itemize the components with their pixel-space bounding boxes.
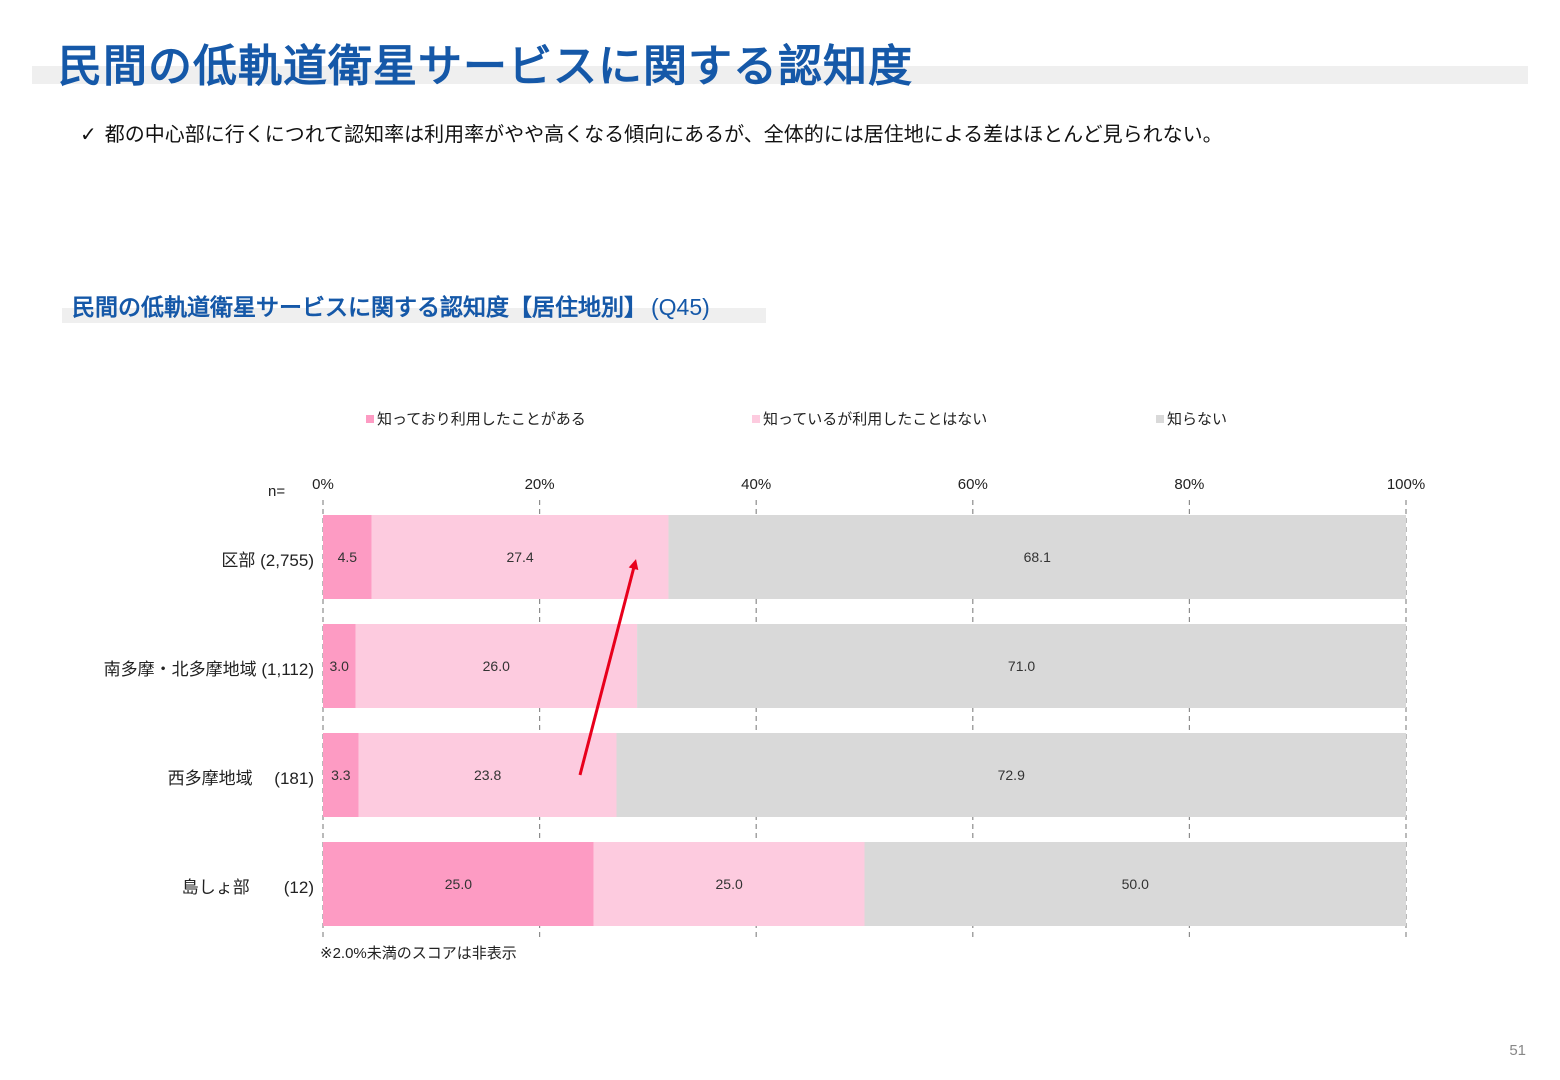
category-label-islands: 島しょ部 (12) bbox=[181, 878, 314, 897]
bar-segment bbox=[323, 515, 372, 599]
chart-title-question-code: (Q45) bbox=[651, 294, 710, 320]
data-label: 25.0 bbox=[716, 876, 743, 892]
bar-segment bbox=[616, 733, 1406, 817]
bar-segment bbox=[358, 733, 617, 817]
data-label: 3.0 bbox=[330, 658, 350, 674]
x-tick-label: 80% bbox=[1174, 476, 1204, 493]
bar-segment bbox=[371, 515, 669, 599]
check-icon: ✓ bbox=[80, 124, 97, 146]
summary-text: 都の中心部に行くにつれて認知率は利用率がやや高くなる傾向にあるが、全体的には居住… bbox=[104, 124, 1223, 146]
footnote: ※2.0%未満のスコアは非表示 bbox=[320, 945, 517, 962]
bar-segment bbox=[355, 624, 638, 708]
chart-title-underline-band bbox=[62, 308, 766, 323]
chart-title: 民間の低軌道衛星サービスに関する認知度【居住地別】 (Q45) bbox=[72, 288, 710, 322]
bar-segment bbox=[593, 842, 865, 926]
legend-item-known-not-used: 知っているが利用したことはない bbox=[752, 408, 987, 429]
bar-segment bbox=[668, 515, 1406, 599]
category-label-nishitama: 西多摩地域 (181) bbox=[167, 769, 314, 788]
data-label: 50.0 bbox=[1122, 876, 1149, 892]
bar-segment bbox=[323, 842, 594, 926]
x-tick-label: 0% bbox=[312, 476, 334, 493]
n-label: n= bbox=[268, 483, 286, 500]
data-label: 71.0 bbox=[1008, 658, 1035, 674]
data-label: 3.3 bbox=[331, 767, 351, 783]
page-number: 51 bbox=[1509, 1042, 1526, 1059]
data-label: 23.8 bbox=[474, 767, 501, 783]
bar-segment bbox=[864, 842, 1406, 926]
legend-swatch-used bbox=[366, 415, 374, 423]
legend-swatch-unknown bbox=[1156, 415, 1164, 423]
x-tick-label: 100% bbox=[1387, 476, 1425, 493]
data-label: 72.9 bbox=[998, 767, 1025, 783]
legend-label-used: 知っており利用したことがある bbox=[377, 411, 586, 428]
x-tick-label: 60% bbox=[958, 476, 988, 493]
legend-swatch-known-not-used bbox=[752, 415, 760, 423]
x-tick-label: 20% bbox=[525, 476, 555, 493]
trend-arrow-icon bbox=[578, 559, 639, 776]
x-tick-label: 40% bbox=[741, 476, 771, 493]
legend-label-known-not-used: 知っているが利用したことはない bbox=[763, 411, 988, 428]
chart-title-main: 民間の低軌道衛星サービスに関する認知度【居住地別】 bbox=[72, 294, 647, 320]
category-label-tama: 南多摩・北多摩地域 (1,112) bbox=[103, 660, 314, 679]
bar-segment bbox=[637, 624, 1406, 708]
data-label: 68.1 bbox=[1024, 549, 1051, 565]
legend-item-unknown: 知らない bbox=[1156, 408, 1227, 429]
bar-segment bbox=[323, 624, 356, 708]
data-label: 4.5 bbox=[338, 549, 358, 565]
data-label: 26.0 bbox=[483, 658, 510, 674]
category-label-ku: 区部 (2,755) bbox=[221, 551, 314, 570]
summary-line: ✓ 都の中心部に行くにつれて認知率は利用率がやや高くなる傾向にあるが、全体的には居… bbox=[80, 118, 1223, 147]
title-underline-band bbox=[32, 66, 1528, 84]
page-title: 民間の低軌道衛星サービスに関する認知度 bbox=[58, 42, 913, 91]
data-label: 25.0 bbox=[445, 876, 472, 892]
data-label: 27.4 bbox=[506, 549, 533, 565]
legend-item-used: 知っており利用したことがある bbox=[366, 408, 586, 429]
legend-label-unknown: 知らない bbox=[1167, 411, 1228, 428]
bar-segment bbox=[323, 733, 359, 817]
